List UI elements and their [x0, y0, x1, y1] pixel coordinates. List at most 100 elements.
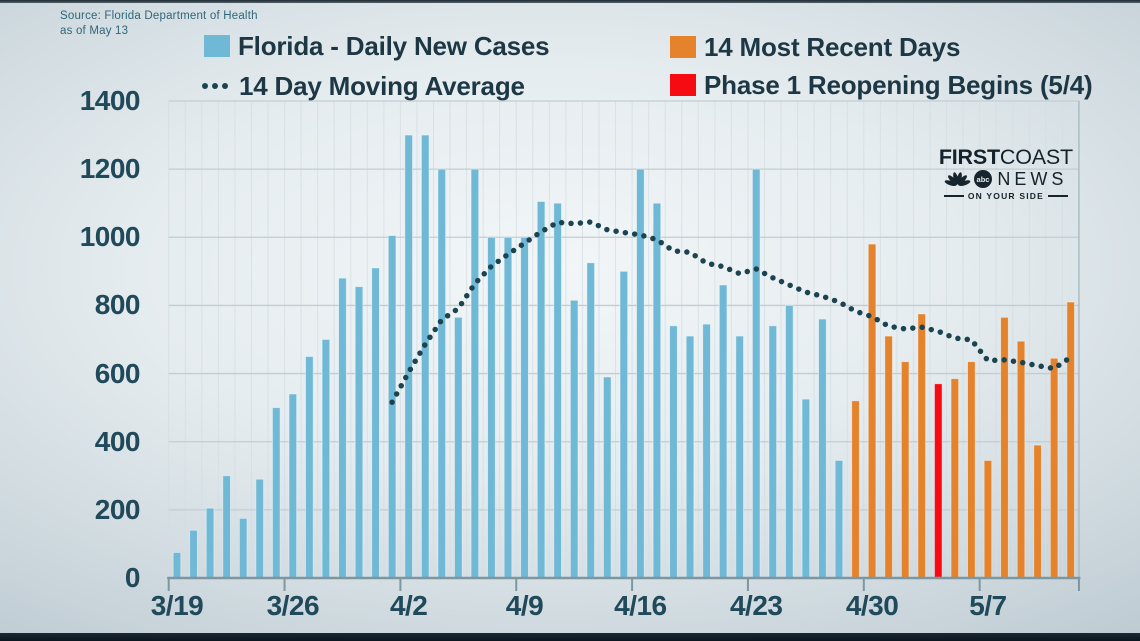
legend-item-phase1: Phase 1 Reopening Begins (5/4) [670, 70, 1093, 100]
bar-3/26 [288, 393, 298, 579]
svg-text:abc: abc [977, 175, 990, 184]
nbc-peacock-icon [945, 172, 971, 186]
y-tick-label-1400: 1400 [79, 85, 141, 116]
x-tick-label-4/9: 4/9 [505, 590, 544, 621]
ma-dot-icon [222, 83, 228, 89]
logo-news-text: NEWS [997, 169, 1068, 189]
x-tick-label-3/19: 3/19 [150, 590, 204, 621]
bar-4/3 [421, 134, 430, 579]
bar-4/23 [752, 168, 761, 579]
bar-5/6 [967, 361, 976, 579]
bar-3/23 [238, 517, 248, 579]
firstcoast-news-logo: FIRSTCOAST abc NEWS ON YOUR SIDE [939, 146, 1073, 201]
bar-5/5 [950, 378, 960, 579]
legend-label-daily-cases: Florida - Daily New Cases [238, 31, 550, 61]
bar-4/28 [834, 460, 844, 579]
y-tick-label-1000: 1000 [79, 221, 141, 253]
x-tick-label-3/26: 3/26 [266, 590, 320, 621]
logo-first-text: FIRST [938, 145, 1000, 169]
bar-4/17 [652, 202, 662, 579]
top-frame-strip [0, 0, 1140, 3]
bar-3/28 [321, 339, 331, 579]
bar-4/14 [603, 376, 612, 579]
x-tick-label-5/7: 5/7 [969, 590, 1007, 621]
bar-5/2 [900, 361, 910, 579]
x-tick-label-4/2: 4/2 [389, 590, 428, 621]
bar-3/21 [205, 507, 215, 579]
bottom-frame-strip [0, 633, 1140, 641]
logo-tagline: ON YOUR SIDE [967, 191, 1044, 201]
x-tick-label-4/16: 4/16 [614, 590, 667, 621]
bar-3/19 [172, 552, 182, 579]
bar-3/29 [338, 277, 347, 579]
bar-4/2 [404, 134, 413, 579]
x-tick-label-4/23: 4/23 [729, 590, 783, 621]
logo-news-row: abc NEWS [944, 169, 1067, 189]
bar-4/7 [487, 236, 496, 579]
bar-4/21 [718, 284, 728, 579]
legend-item-recent-days: 14 Most Recent Days [670, 32, 961, 62]
bar-3/25 [272, 407, 281, 579]
source-line-1: Source: Florida Department of Health [60, 10, 258, 22]
bar-4/11 [553, 202, 562, 579]
bar-4/1 [387, 235, 397, 579]
bar-5/12 [1066, 301, 1075, 579]
bar-4/26 [801, 398, 811, 579]
bar-4/6 [470, 168, 480, 579]
bar-3/27 [305, 356, 314, 579]
logo-coast-text: COAST [999, 145, 1073, 169]
bar-3/20 [189, 529, 198, 579]
bar-4/12 [569, 299, 579, 579]
bar-4/22 [735, 335, 744, 579]
bar-4/18 [669, 325, 678, 579]
bar-4/15 [619, 270, 629, 579]
bar-4/19 [685, 335, 695, 579]
bar-4/29 [851, 400, 860, 579]
bar-4/24 [768, 325, 777, 579]
bar-5/4 [934, 383, 943, 579]
legend-label-recent-days: 14 Most Recent Days [704, 32, 961, 62]
y-tick-label-0: 0 [124, 562, 141, 593]
legend-label-phase1: Phase 1 Reopening Begins (5/4) [704, 70, 1093, 100]
bar-4/30 [867, 243, 877, 579]
bar-5/11 [1049, 357, 1059, 579]
bar-4/8 [503, 236, 513, 579]
ma-dot-icon [212, 83, 218, 89]
tagline-rule-left [943, 195, 964, 197]
legend-swatch-daily-cases-icon [204, 35, 230, 57]
bar-4/20 [702, 323, 711, 579]
bar-5/7 [983, 460, 993, 579]
bar-3/31 [371, 267, 380, 579]
bar-5/8 [1000, 316, 1009, 579]
bar-4/27 [818, 318, 827, 579]
legend-item-daily-cases: Florida - Daily New Cases [204, 31, 550, 61]
legend-swatch-phase1-icon [670, 74, 696, 96]
legend-item-moving-average: 14 Day Moving Average [202, 71, 525, 101]
bar-5/9 [1016, 340, 1026, 579]
tagline-rule-right [1047, 195, 1068, 197]
bar-3/30 [354, 286, 364, 579]
source-line-2: as of May 13 [60, 25, 129, 37]
bar-4/9 [520, 236, 529, 579]
moving-average-dots-icon [202, 83, 232, 89]
bar-4/25 [785, 305, 794, 579]
bar-4/16 [636, 168, 645, 579]
ma-dot-icon [202, 83, 208, 89]
y-tick-label-600: 600 [94, 357, 141, 389]
bar-3/24 [255, 478, 264, 579]
bar-4/13 [586, 262, 595, 579]
bar-4/4 [437, 168, 446, 579]
abc-icon: abc [974, 170, 993, 188]
source-note: Source: Florida Department of Health as … [60, 9, 258, 39]
legend-label-moving-average: 14 Day Moving Average [239, 71, 525, 101]
y-tick-label-400: 400 [94, 425, 141, 457]
bar-5/3 [917, 313, 926, 579]
y-tick-label-1200: 1200 [79, 153, 141, 185]
moving-average-line [389, 219, 1074, 405]
legend-swatch-recent-days-icon [670, 36, 696, 58]
logo-tagline-row: ON YOUR SIDE [943, 191, 1068, 201]
bar-3/22 [222, 475, 231, 579]
